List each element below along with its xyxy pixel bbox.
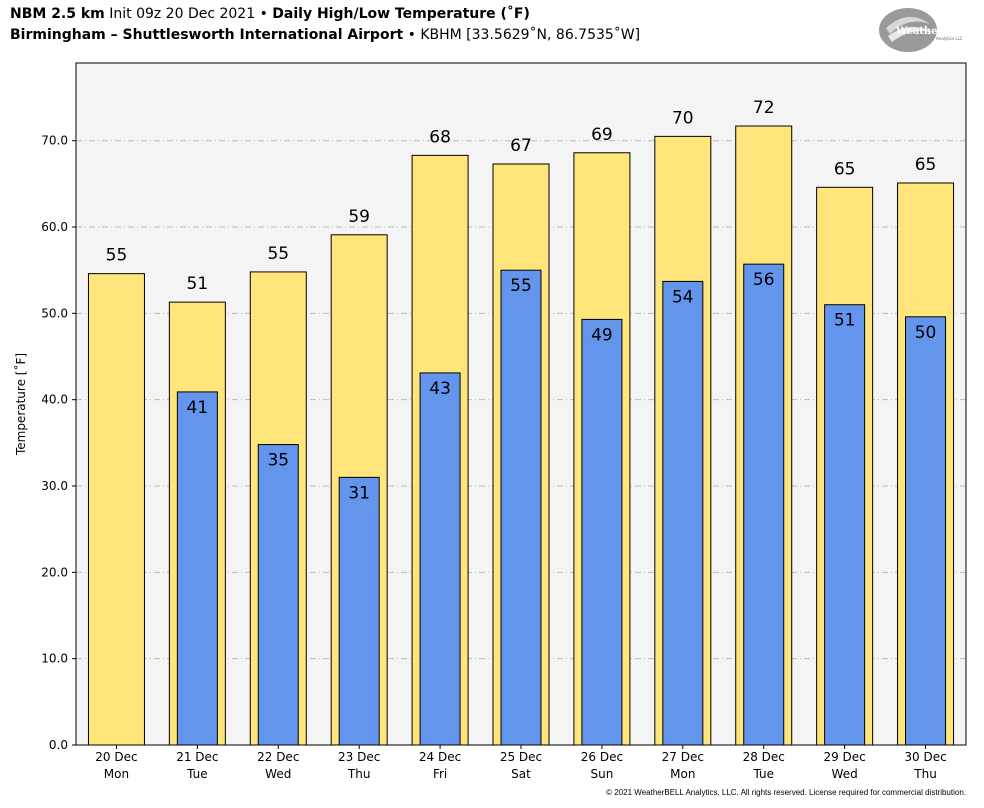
low-temp-bar <box>662 280 704 746</box>
y-tick-label: 70.0 <box>41 134 68 148</box>
chart-title-line-1: NBM 2.5 km Init 09z 20 Dec 2021 • Daily … <box>10 6 530 22</box>
x-tick-date: 29 Dec <box>823 750 865 764</box>
low-temp-label: 56 <box>753 270 775 290</box>
x-tick-day: Mon <box>670 767 695 781</box>
logo-subtext: Analytics LLC <box>936 36 963 41</box>
low-temp-label: 41 <box>187 398 209 418</box>
high-temp-label: 65 <box>834 159 856 179</box>
x-tick-date: 22 Dec <box>257 750 299 764</box>
y-tick-label: 30.0 <box>41 479 68 493</box>
x-tick-date: 26 Dec <box>581 750 623 764</box>
low-temp-bar <box>419 372 461 746</box>
x-tick-day: Thu <box>913 767 937 781</box>
x-tick-day: Thu <box>347 767 371 781</box>
high-temp-label: 65 <box>915 155 937 175</box>
high-temp-bar <box>87 273 145 746</box>
separator: • <box>259 6 268 22</box>
x-tick-day: Fri <box>433 767 447 781</box>
low-temp-label: 43 <box>429 379 451 399</box>
high-temp-label: 70 <box>672 108 694 128</box>
low-temp-label: 55 <box>510 276 532 296</box>
copyright-notice: © 2021 WeatherBELL Analytics, LLC. All r… <box>606 788 966 797</box>
weatherbell-logo: WeatherBELL Analytics LLC <box>879 8 968 52</box>
high-temp-label: 55 <box>267 244 289 264</box>
low-temp-label: 50 <box>915 323 937 343</box>
station-info: KBHM [33.5629˚N, 86.7535˚W] <box>420 27 641 43</box>
y-tick-label: 50.0 <box>41 306 68 320</box>
low-temp-label: 31 <box>348 483 370 503</box>
y-axis-label: Temperature [˚F] <box>13 353 28 456</box>
product-name: Daily High/Low Temperature (˚F) <box>272 6 530 22</box>
high-temp-label: 55 <box>106 246 128 266</box>
low-temp-bar <box>176 391 218 746</box>
low-temp-bar <box>743 263 785 746</box>
x-tick-day: Tue <box>752 767 774 781</box>
high-temp-label: 67 <box>510 136 532 156</box>
high-temp-label: 69 <box>591 125 613 145</box>
low-temp-bar <box>905 316 947 746</box>
x-tick-date: 20 Dec <box>95 750 137 764</box>
low-temp-label: 51 <box>834 311 856 331</box>
x-tick-day: Sat <box>511 767 531 781</box>
separator: • <box>407 27 416 43</box>
low-temp-label: 54 <box>672 287 694 307</box>
x-tick-day: Wed <box>265 767 291 781</box>
y-tick-label: 20.0 <box>41 565 68 579</box>
high-temp-label: 51 <box>187 274 209 294</box>
x-tick-date: 24 Dec <box>419 750 461 764</box>
y-tick-label: 40.0 <box>41 393 68 407</box>
plot-frame <box>75 62 967 746</box>
x-tick-day: Tue <box>186 767 208 781</box>
low-temp-bar <box>500 269 542 746</box>
x-tick-date: 30 Dec <box>904 750 946 764</box>
x-tick-date: 23 Dec <box>338 750 380 764</box>
y-tick-label: 0.0 <box>49 738 68 752</box>
x-tick-date: 25 Dec <box>500 750 542 764</box>
low-temp-bar <box>824 304 866 746</box>
init-time: Init 09z 20 Dec 2021 <box>109 6 256 22</box>
logo-text: WeatherBELL <box>895 26 968 37</box>
y-tick-label: 10.0 <box>41 652 68 666</box>
high-temp-label: 68 <box>429 127 451 147</box>
low-temp-bar <box>338 476 380 746</box>
high-temp-label: 72 <box>753 98 775 118</box>
chart-title-line-2: Birmingham – Shuttlesworth International… <box>10 27 640 43</box>
low-temp-bar <box>581 318 623 746</box>
high-temp-label: 59 <box>348 207 370 227</box>
x-tick-day: Sun <box>590 767 613 781</box>
x-tick-day: Wed <box>832 767 858 781</box>
low-temp-label: 49 <box>591 325 613 345</box>
x-tick-day: Mon <box>104 767 129 781</box>
x-tick-date: 27 Dec <box>662 750 704 764</box>
low-temp-bar <box>257 444 299 746</box>
low-temp-label: 35 <box>267 451 289 471</box>
model-name: NBM 2.5 km <box>10 6 105 22</box>
y-tick-label: 60.0 <box>41 220 68 234</box>
location-name: Birmingham – Shuttlesworth International… <box>10 27 404 43</box>
x-tick-date: 28 Dec <box>743 750 785 764</box>
x-tick-date: 21 Dec <box>176 750 218 764</box>
